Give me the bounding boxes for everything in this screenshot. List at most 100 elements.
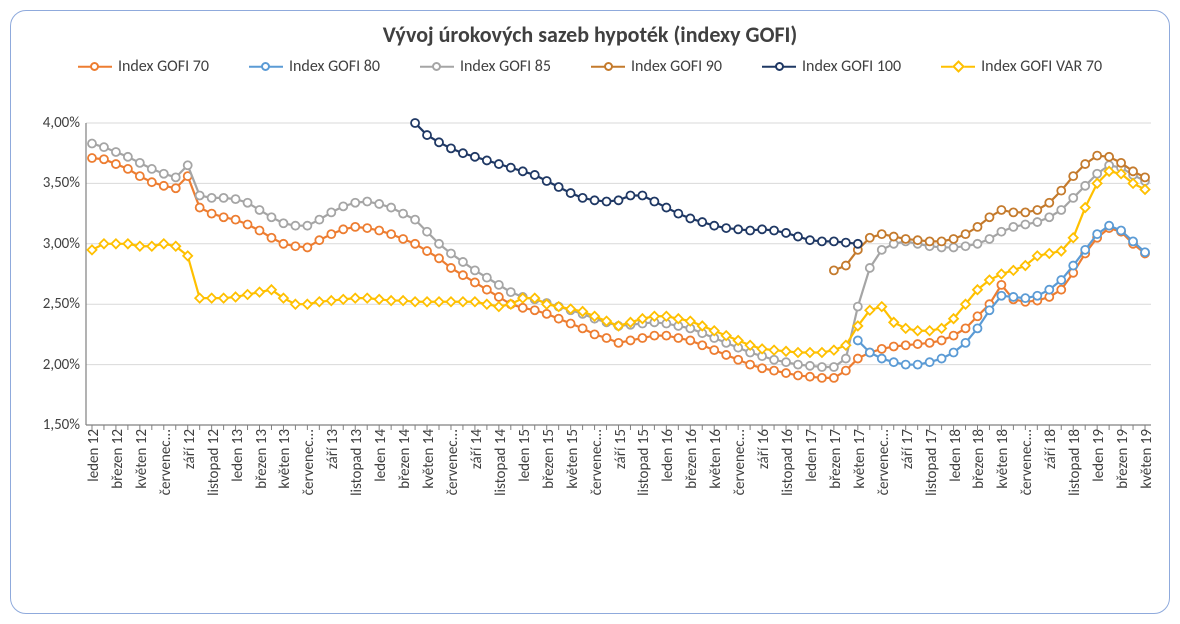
series-marker — [339, 202, 347, 210]
series-marker — [615, 339, 623, 347]
series-marker — [710, 346, 718, 354]
series-marker — [1141, 185, 1150, 194]
y-tick-label: 2,50% — [43, 295, 80, 313]
series-marker — [722, 331, 731, 340]
series-marker — [267, 234, 275, 242]
series-marker — [914, 361, 922, 369]
series-marker — [351, 294, 360, 303]
series-marker — [495, 293, 503, 301]
x-tick-label: leden 18 — [947, 429, 965, 482]
series-marker — [507, 164, 515, 172]
series-marker — [423, 297, 432, 306]
series-marker — [973, 312, 981, 320]
x-tick-label: červenec... — [1018, 429, 1036, 495]
x-tick-label: květen 13 — [276, 429, 294, 489]
series-marker — [279, 240, 287, 248]
x-tick-label: leden 19 — [1090, 429, 1108, 482]
series-marker — [830, 237, 838, 245]
series-marker — [591, 196, 599, 204]
series-marker — [926, 237, 934, 245]
x-tick-label: září 18 — [1042, 429, 1060, 469]
series-marker — [962, 230, 970, 238]
series-marker — [746, 361, 754, 369]
series-marker — [555, 183, 563, 191]
legend-label: Index GOFI 100 — [802, 57, 901, 76]
series-marker — [1057, 276, 1065, 284]
series-marker — [1021, 220, 1029, 228]
series-marker — [446, 297, 455, 306]
series-marker — [591, 330, 599, 338]
series-marker — [805, 348, 814, 357]
x-tick-label: září 12 — [181, 429, 199, 469]
series-marker — [794, 233, 802, 241]
series-marker — [854, 355, 862, 363]
series-marker — [878, 355, 886, 363]
x-tick-label: leden 12 — [85, 429, 103, 482]
series-marker — [746, 341, 755, 350]
series-marker — [710, 222, 718, 230]
chart-legend: Index GOFI 70Index GOFI 80Index GOFI 85I… — [11, 57, 1169, 76]
series-marker — [603, 334, 611, 342]
series-marker — [1033, 206, 1041, 214]
x-tick-label: červenec... — [875, 429, 893, 495]
series-marker — [997, 270, 1006, 279]
series-marker — [399, 235, 407, 243]
series-marker — [279, 219, 287, 227]
series-marker — [698, 218, 706, 226]
series-marker — [1093, 170, 1101, 178]
series-marker — [231, 292, 240, 301]
series-marker — [423, 131, 431, 139]
series-marker — [878, 345, 886, 353]
x-tick-label: květen 15 — [564, 429, 582, 489]
legend-item: Index GOFI VAR 70 — [941, 57, 1102, 76]
x-tick-label: listopad 15 — [635, 429, 653, 496]
series-marker — [818, 237, 826, 245]
series-marker — [985, 213, 993, 221]
series-marker — [962, 324, 970, 332]
series-marker — [483, 156, 491, 164]
series-marker — [1081, 203, 1090, 212]
x-tick-label: květen 17 — [851, 429, 869, 489]
series-marker — [243, 290, 252, 299]
legend-swatch — [420, 60, 454, 74]
x-tick-label: leden 16 — [659, 429, 677, 482]
series-marker — [1009, 223, 1017, 231]
series-marker — [483, 274, 491, 282]
series-marker — [244, 199, 252, 207]
series-marker — [662, 312, 671, 321]
series-marker — [842, 239, 850, 247]
series-marker — [339, 225, 347, 233]
series-marker — [531, 306, 539, 314]
series-marker — [782, 358, 790, 366]
series-marker — [662, 204, 670, 212]
series-marker — [88, 154, 96, 162]
x-tick-label: listopad 12 — [205, 429, 223, 496]
series-marker — [626, 191, 634, 199]
y-tick-label: 1,50% — [43, 416, 80, 434]
series-marker — [339, 295, 348, 304]
series-marker — [256, 206, 264, 214]
series-marker — [579, 324, 587, 332]
series-marker — [638, 334, 646, 342]
series-marker — [291, 222, 299, 230]
series-marker — [674, 334, 682, 342]
series-marker — [902, 361, 910, 369]
series-marker — [829, 346, 838, 355]
series-marker — [459, 258, 467, 266]
series-marker — [1057, 286, 1065, 294]
series-marker — [1093, 230, 1101, 238]
series-marker — [1009, 293, 1017, 301]
series-marker — [1033, 292, 1041, 300]
series-marker — [148, 165, 156, 173]
series-marker — [195, 294, 204, 303]
circle-marker-icon — [261, 62, 270, 71]
legend-swatch — [591, 60, 625, 74]
x-tick-label: březen 17 — [827, 429, 845, 489]
circle-marker-icon — [775, 62, 784, 71]
series-marker — [698, 321, 707, 330]
series-marker — [423, 247, 431, 255]
series-marker — [267, 213, 275, 221]
series-marker — [411, 119, 419, 127]
series-marker — [866, 234, 874, 242]
series-marker — [985, 306, 993, 314]
